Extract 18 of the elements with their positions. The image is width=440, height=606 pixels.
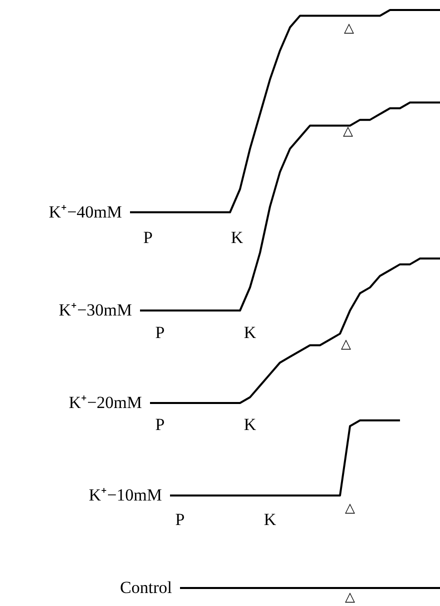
series-label: Control [120, 578, 172, 597]
series-label: K⁺−30mM [58, 300, 132, 320]
annotation: K [244, 323, 257, 342]
annotation: △ [345, 501, 355, 516]
annotation: K [264, 510, 277, 529]
annotation: △ [344, 21, 354, 36]
annotation: P [155, 323, 165, 342]
series-label: K⁺−10mM [88, 486, 162, 505]
annotation: △ [341, 337, 351, 352]
annotation: K [244, 415, 257, 434]
series-label: K⁺−40mM [48, 202, 122, 222]
annotation: P [143, 228, 153, 247]
annotation: P [155, 415, 165, 434]
series-label: K⁺−20mM [68, 393, 142, 412]
text: △ [345, 590, 355, 605]
annotation: K [230, 228, 244, 247]
annotation: P [175, 510, 185, 529]
annotation: △ [343, 124, 353, 139]
